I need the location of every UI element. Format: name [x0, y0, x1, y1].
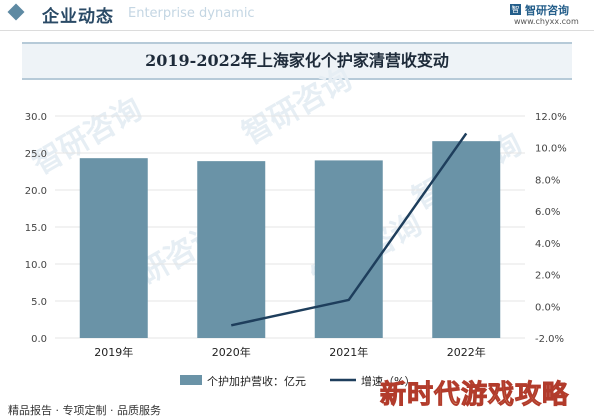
y-left-tick-label: 15.0: [25, 223, 47, 234]
legend-label-line: 增速（%）: [361, 374, 415, 388]
bar: [432, 141, 501, 338]
page-header: 企业动态 Enterprise dynamic 智 智研咨询 www.chyxx…: [0, 0, 594, 31]
y-left-tick-label: 30.0: [25, 112, 47, 123]
logo-name: 智研咨询: [525, 4, 569, 17]
bar: [197, 161, 266, 338]
y-left-tick-label: 10.0: [25, 260, 47, 271]
y-left-tick-label: 5.0: [31, 297, 47, 308]
footer-text: 精品报告 · 专项定制 · 品质服务: [8, 404, 161, 417]
x-tick-label: 2019年: [94, 345, 133, 359]
x-tick-label: 2021年: [329, 345, 368, 359]
y-right-tick-label: 6.0%: [535, 207, 560, 218]
chart-title-box: 2019-2022年上海家化个护家清营收变动: [22, 42, 572, 80]
growth-line: [230, 132, 468, 327]
x-tick-label: 2020年: [212, 345, 251, 359]
x-tick-label: 2022年: [447, 345, 486, 359]
legend-label-bar: 个护加护营收：亿元: [207, 374, 306, 388]
y-right-tick-label: 8.0%: [535, 175, 560, 186]
y-left-tick-label: 25.0: [25, 149, 47, 160]
bar: [314, 160, 383, 338]
legend-swatch-bar: [180, 375, 202, 385]
y-right-tick-label: 12.0%: [535, 112, 567, 123]
y-right-tick-label: 10.0%: [535, 144, 567, 155]
header-title: 企业动态: [42, 7, 114, 27]
chart-title: 2019-2022年上海家化个护家清营收变动: [145, 51, 449, 70]
logo-url: www.chyxx.com: [514, 17, 579, 26]
y-right-tick-label: -2.0%: [535, 334, 564, 345]
y-right-tick-label: 0.0%: [535, 302, 560, 313]
watermark-text: 智研咨询: [237, 62, 358, 152]
y-left-tick-label: 20.0: [25, 186, 47, 197]
y-right-tick-label: 4.0%: [535, 239, 560, 250]
header-subtitle: Enterprise dynamic: [128, 6, 255, 21]
bar: [79, 158, 148, 338]
logo-icon: 智: [510, 4, 521, 15]
corner-badge: 新时代游戏攻略: [379, 380, 570, 411]
y-left-tick-label: 0.0: [31, 334, 47, 345]
y-right-tick-label: 2.0%: [535, 271, 560, 282]
